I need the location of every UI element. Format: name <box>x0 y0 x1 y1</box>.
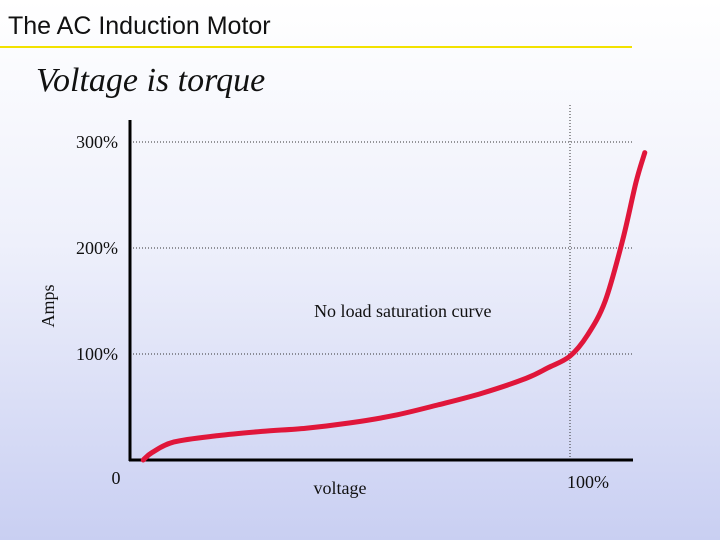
y-tick-label-0: 100% <box>76 344 118 364</box>
slide-subtitle: Voltage is torque <box>36 62 266 99</box>
y-axis-label: Amps <box>38 284 58 327</box>
x-axis-label: voltage <box>314 478 367 498</box>
slide-title: The AC Induction Motor <box>8 12 271 40</box>
title-rule <box>0 46 632 48</box>
x-tick-label-0: 0 <box>112 468 121 488</box>
x-tick-label-1: 100% <box>567 472 609 492</box>
y-tick-label-1: 200% <box>76 238 118 258</box>
series-line-0 <box>140 150 648 463</box>
y-tick-label-2: 300% <box>76 132 118 152</box>
annotation-0: No load saturation curve <box>314 301 491 321</box>
